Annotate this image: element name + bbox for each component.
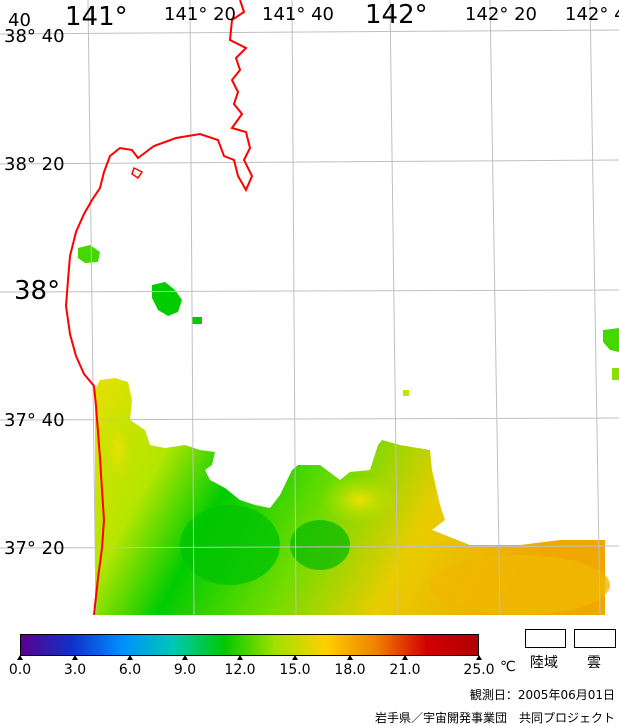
credit-line: 岩手県／宇宙開発事業団 共同プロジェクト (374, 711, 615, 725)
scale-tick-label: 18.0 (334, 662, 366, 678)
meridian-line (489, 0, 501, 615)
sst-cool-patch (180, 505, 280, 585)
scale-tick-label: 12.0 (224, 662, 256, 678)
lat-label: 37° 40 (4, 410, 65, 431)
scale-tick (237, 655, 243, 660)
scale-tick (347, 655, 353, 660)
sst-island-patch (192, 317, 202, 324)
sst-warm-patch (320, 475, 400, 525)
scale-tick (127, 655, 133, 660)
observation-date: 観測日：2005年06月01日 (469, 688, 615, 702)
scale-tick (182, 655, 188, 660)
lon-label: 141° 40 (262, 4, 334, 25)
lon-label: 141° 20 (164, 4, 236, 25)
scale-tick-label: 21.0 (389, 662, 421, 678)
scale-tick-label: 6.0 (118, 662, 142, 678)
lat-label: 37° 20 (4, 538, 65, 559)
sst-island-patch (403, 390, 409, 396)
meridian-line (189, 0, 195, 615)
temperature-color-scale (20, 634, 479, 656)
scale-tick (72, 655, 78, 660)
sst-island-patch (152, 282, 182, 316)
sst-island-patch (78, 245, 100, 263)
parallel-line (0, 545, 619, 549)
lat-label: 38° (14, 276, 61, 306)
parallel-line (0, 159, 619, 165)
scale-tick (476, 655, 482, 660)
land-key-swatch (525, 629, 566, 648)
lon-label: 142° 20 (465, 4, 537, 25)
lat-label: 40 (8, 10, 31, 31)
coastline (64, 0, 254, 615)
lon-label: 142° (365, 0, 428, 30)
meridian-line (87, 0, 97, 615)
lon-label: 142° 4 (565, 4, 619, 25)
lat-label: 38° 40 (4, 26, 65, 47)
meridian-line (389, 0, 399, 615)
scale-tick (17, 655, 23, 660)
map-grid (0, 0, 619, 615)
scale-tick-label: 25.0 (463, 662, 495, 678)
meridian-line (291, 0, 297, 615)
sst-island-patch (612, 368, 619, 380)
sst-warm-patch (430, 555, 610, 615)
scale-tick-label: 9.0 (173, 662, 197, 678)
scale-tick-label: 3.0 (63, 662, 87, 678)
coastline-islet (131, 166, 144, 180)
sst-island-patch (603, 328, 619, 352)
parallel-line (0, 29, 619, 35)
parallel-line (0, 417, 619, 421)
parallel-line (0, 289, 619, 293)
sea-surface-temperature-map (0, 0, 619, 615)
lon-label: 141° (65, 2, 128, 32)
temperature-unit: ℃ (500, 659, 516, 675)
scale-tick-label: 0.0 (8, 662, 32, 678)
meridian-line (589, 0, 601, 615)
cloud-key-swatch (574, 629, 616, 648)
land-key-label: 陸域 (530, 655, 558, 671)
scale-tick (402, 655, 408, 660)
sst-warm-patch (98, 405, 138, 495)
scale-tick (292, 655, 298, 660)
cloud-key-label: 雲 (587, 655, 601, 671)
sst-cool-patch (290, 520, 350, 570)
sst-data-layer (78, 245, 619, 615)
lat-label: 38° 20 (4, 154, 65, 175)
scale-tick-label: 15.0 (279, 662, 311, 678)
